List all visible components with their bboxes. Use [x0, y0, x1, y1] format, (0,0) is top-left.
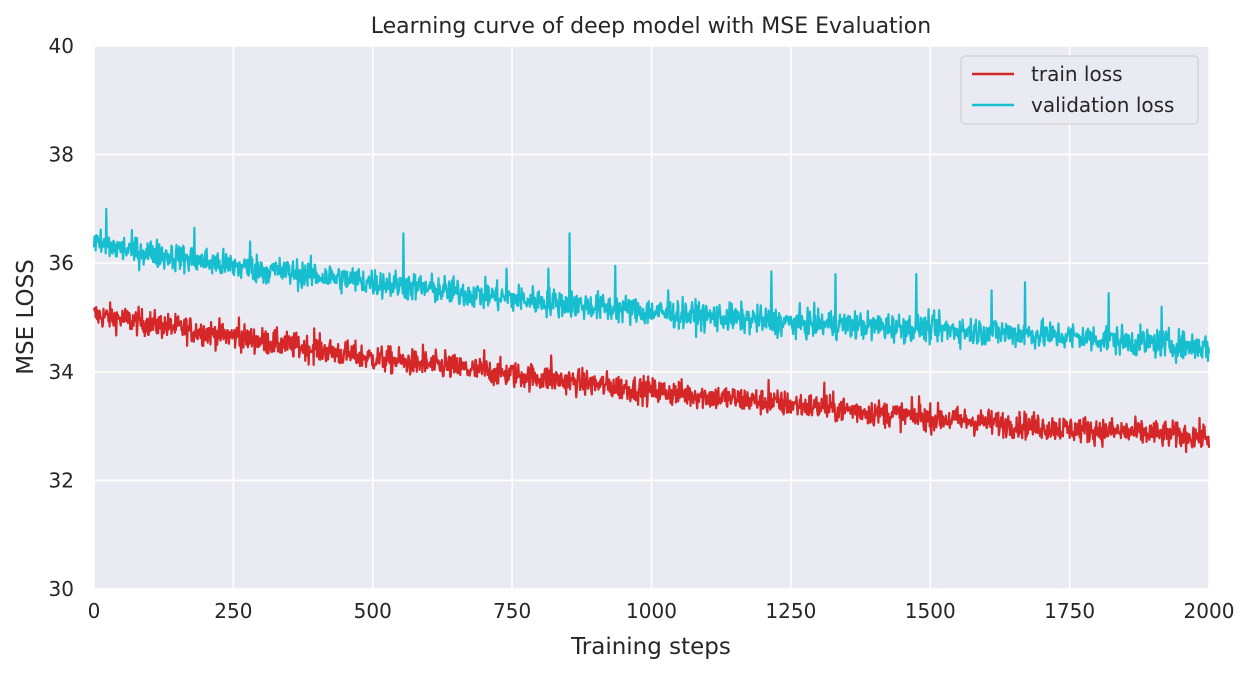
series-line-train-loss [92, 301, 1211, 454]
y-tick-label: 32 [49, 468, 74, 492]
y-axis-label: MSE LOSS [13, 259, 39, 375]
chart-title: Learning curve of deep model with MSE Ev… [371, 14, 931, 39]
x-tick-label: 500 [354, 599, 392, 623]
legend-box [960, 55, 1199, 125]
y-tick-label: 36 [49, 251, 74, 275]
y-tick-label: 30 [49, 577, 74, 601]
y-tick-label: 40 [49, 34, 74, 58]
x-tick-label: 750 [493, 599, 531, 623]
x-tick-label: 0 [88, 599, 101, 623]
x-tick-label: 250 [214, 599, 252, 623]
series-line-validation-loss [92, 207, 1211, 365]
series-lines [92, 207, 1211, 454]
legend-label-validation-loss: validation loss [1031, 93, 1174, 117]
x-axis-label: Training steps [570, 634, 731, 660]
y-tick-label: 34 [49, 360, 74, 384]
x-tick-label: 1250 [765, 599, 816, 623]
x-tick-label: 1750 [1044, 599, 1095, 623]
x-axis-ticks: 0 250 500 750 1000 1250 1500 1750 2000 [88, 599, 1235, 623]
x-tick-label: 2000 [1184, 599, 1235, 623]
legend-label-train-loss: train loss [1031, 62, 1123, 86]
x-tick-label: 1500 [905, 599, 956, 623]
legend: train loss validation loss [960, 55, 1199, 125]
y-axis-ticks: 30 32 34 36 38 40 [49, 34, 74, 601]
y-tick-label: 38 [49, 143, 74, 167]
grid-lines [93, 45, 1210, 590]
x-tick-label: 1000 [626, 599, 677, 623]
